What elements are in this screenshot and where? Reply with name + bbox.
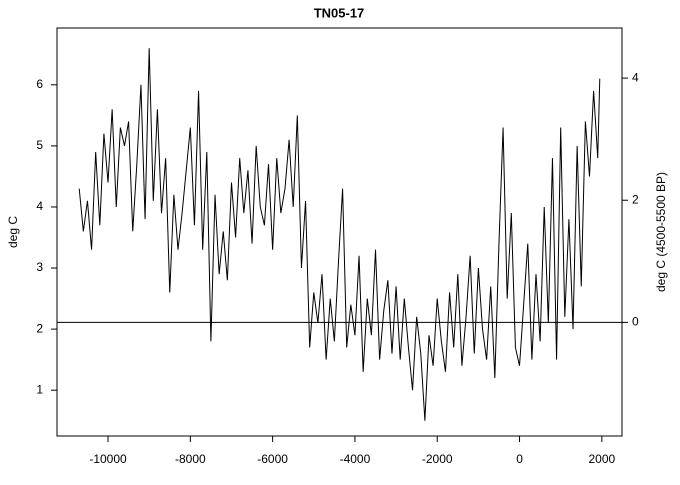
y2-tick-label: 0 (632, 315, 639, 329)
y-tick-label: 6 (36, 77, 43, 91)
y-axis-title: deg C (6, 216, 20, 248)
x-tick-label: -2000 (422, 452, 453, 466)
x-tick-label: 2000 (588, 452, 615, 466)
x-tick-label: -10000 (89, 452, 127, 466)
y2-tick-label: 4 (632, 70, 639, 84)
y2-tick-label: 2 (632, 192, 639, 206)
chart-title: TN05-17 (314, 5, 365, 20)
y-tick-label: 4 (36, 199, 43, 213)
y-tick-label: 3 (36, 260, 43, 274)
x-tick-label: -6000 (257, 452, 288, 466)
x-tick-label: -4000 (340, 452, 371, 466)
x-tick-label: -8000 (175, 452, 206, 466)
data-line (78, 48, 601, 421)
y-tick-label: 5 (36, 138, 43, 152)
y-tick-label: 1 (36, 382, 43, 396)
y2-axis-title: deg C (4500-5500 BP) (654, 172, 668, 292)
y-tick-label: 2 (36, 321, 43, 335)
plot-frame (56, 27, 623, 437)
x-tick-label: 0 (516, 452, 523, 466)
